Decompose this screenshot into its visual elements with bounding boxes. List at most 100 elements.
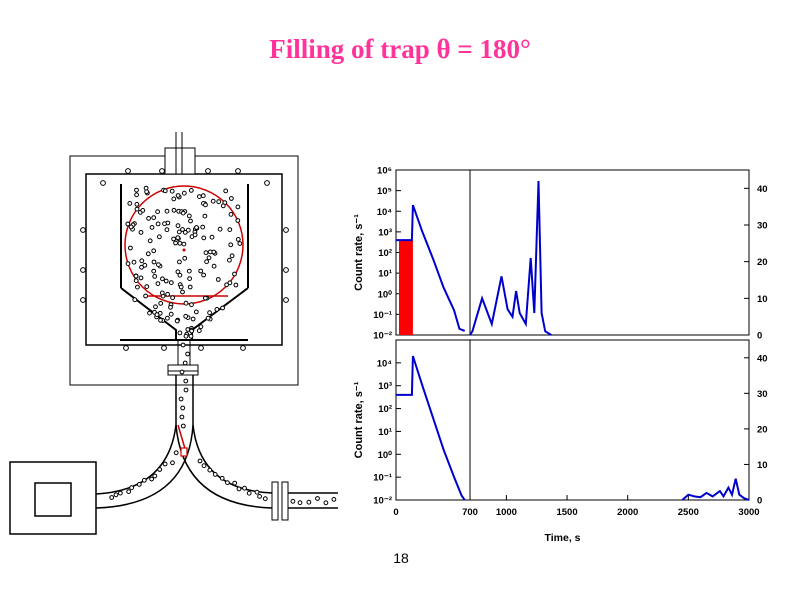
particle (139, 264, 144, 270)
particle (182, 230, 188, 235)
particle (159, 290, 165, 296)
particle (203, 250, 209, 256)
particle (188, 333, 194, 339)
particle (220, 203, 226, 209)
particle (155, 281, 161, 287)
particle (145, 251, 151, 257)
particle (186, 268, 192, 274)
particle (194, 225, 199, 230)
particle (179, 414, 185, 420)
x-tick-label: 700 (462, 507, 478, 518)
particle (157, 467, 163, 472)
y-tick-label-left: 10⁻¹ (373, 310, 392, 321)
particle (206, 255, 212, 261)
particle (179, 369, 185, 375)
bolt (240, 345, 246, 351)
particle (134, 201, 140, 207)
particle (242, 485, 247, 491)
particle (162, 188, 168, 194)
y-tick-label-left: 10⁻² (373, 331, 392, 342)
particle (138, 275, 144, 281)
particle (139, 258, 145, 264)
particle (168, 304, 173, 310)
particle (178, 396, 184, 402)
particle (151, 248, 157, 254)
particle (246, 490, 252, 496)
particle (232, 271, 237, 277)
particle (214, 307, 220, 312)
particle (198, 268, 204, 274)
particle (181, 190, 187, 196)
particle (162, 221, 167, 227)
particle (153, 304, 158, 310)
y-axis-title: Count rate, s⁻¹ (353, 381, 365, 458)
y-tick-label-left: 10¹ (378, 427, 392, 438)
y-tick-label-left: 10² (378, 404, 392, 415)
particle (183, 313, 189, 319)
particle (170, 460, 175, 466)
particle (144, 284, 150, 290)
particle (140, 208, 146, 213)
particle (229, 253, 235, 259)
particle (165, 315, 170, 321)
particle (152, 473, 158, 479)
particle (127, 201, 133, 206)
right-curved-guide (175, 424, 273, 509)
y-tick-label-left: 10⁰ (378, 289, 393, 300)
particle (235, 218, 241, 223)
particle (185, 351, 191, 357)
particle (151, 268, 157, 274)
particle (189, 328, 195, 334)
particle (173, 240, 179, 246)
particle (134, 187, 139, 193)
particle (177, 259, 182, 265)
left-curved-guide (95, 424, 177, 495)
particle (129, 485, 135, 491)
particle (171, 196, 177, 202)
particle (189, 302, 194, 308)
particle (176, 229, 182, 235)
particle (201, 272, 207, 278)
particle (193, 309, 199, 315)
particle (131, 259, 137, 265)
particle (158, 301, 164, 306)
particle (207, 310, 213, 316)
bolt (283, 297, 289, 303)
particle (185, 227, 191, 233)
x-axis-title: Time, s (545, 532, 581, 544)
particle (297, 500, 303, 506)
particle (149, 476, 155, 482)
y-tick-label-left: 10⁴ (377, 207, 393, 218)
bolt (123, 345, 129, 351)
particle (178, 284, 184, 290)
particle (151, 215, 157, 221)
particle (128, 245, 133, 251)
particle (227, 227, 233, 233)
particle (158, 317, 163, 323)
shutter-base (180, 447, 188, 457)
particle (154, 312, 160, 318)
particle (175, 269, 181, 275)
particle (143, 293, 149, 299)
particle (215, 277, 221, 282)
particle (134, 192, 140, 198)
y-tick-label-left: 10³ (378, 381, 392, 392)
particle (152, 274, 158, 279)
particle (177, 330, 183, 336)
particle (185, 327, 191, 332)
particle (134, 206, 140, 212)
x-tick-label: 3000 (738, 507, 759, 518)
sphere-center-mark (182, 248, 186, 252)
particle (183, 333, 189, 339)
particle (138, 230, 144, 235)
particle (175, 235, 181, 241)
particle (164, 208, 170, 214)
particle (212, 472, 218, 477)
bolt (198, 345, 204, 351)
y-tick-label-left: 10⁻² (373, 496, 392, 507)
particle (196, 328, 202, 334)
left-curved-guide-inner (95, 424, 194, 509)
particle (165, 291, 171, 297)
